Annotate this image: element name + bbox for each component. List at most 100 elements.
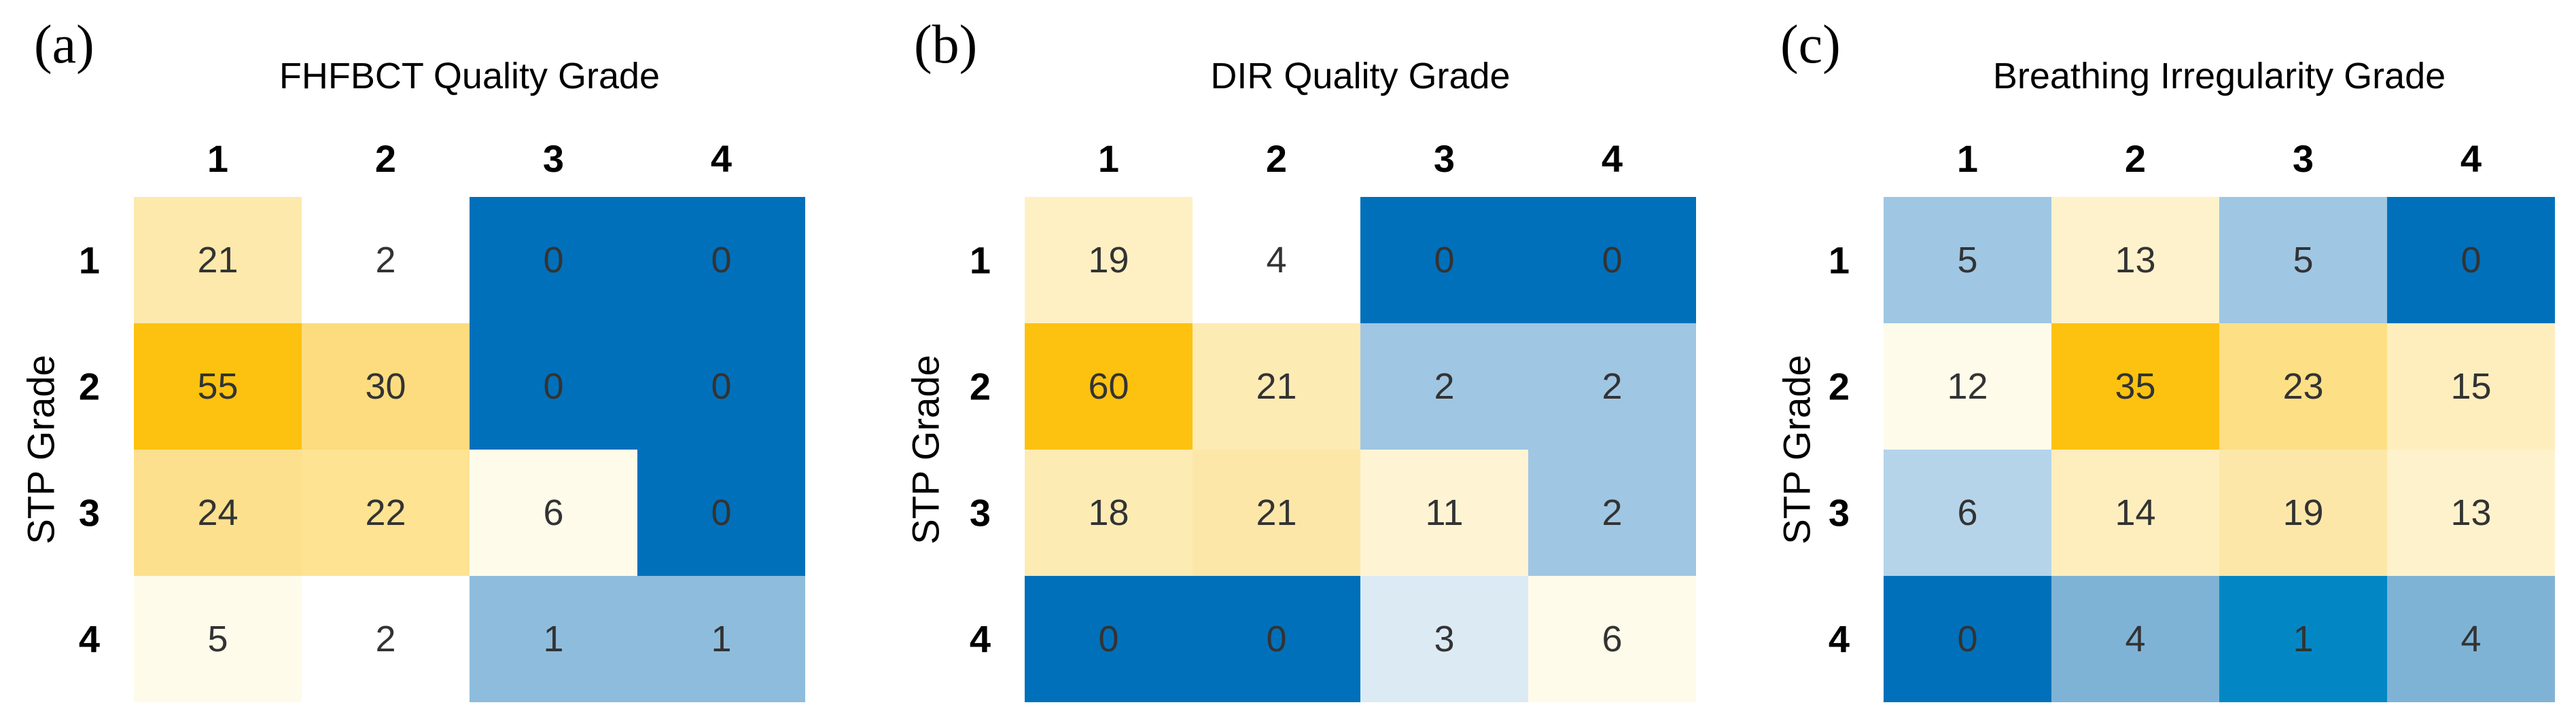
heatmap-cell bbox=[637, 450, 805, 576]
cell-value-label: 0 bbox=[1602, 240, 1622, 280]
heatmap-cell bbox=[2051, 323, 2219, 450]
heatmap-cell bbox=[1193, 576, 1360, 702]
row-tick-label: 2 bbox=[1829, 365, 1850, 408]
chart-title: DIR Quality Grade bbox=[1210, 56, 1510, 96]
row-tick-label: 4 bbox=[79, 618, 100, 661]
heatmap-cell bbox=[134, 576, 302, 702]
heatmap-cell bbox=[470, 576, 637, 702]
cell-value-label: 12 bbox=[1947, 366, 1988, 407]
row-tick-label: 3 bbox=[1829, 492, 1850, 534]
cell-value-label: 0 bbox=[711, 240, 731, 280]
cell-value-label: 1 bbox=[711, 619, 731, 659]
row-tick-label: 1 bbox=[970, 239, 991, 282]
row-tick-label: 1 bbox=[79, 239, 100, 282]
cell-value-label: 14 bbox=[2115, 492, 2155, 533]
cell-value-label: 13 bbox=[2450, 492, 2491, 533]
cell-value-label: 0 bbox=[543, 366, 563, 407]
cell-value-label: 22 bbox=[365, 492, 406, 533]
heatmap-cell bbox=[1528, 197, 1696, 323]
column-tick-label: 2 bbox=[2125, 137, 2146, 180]
heatmap-cell bbox=[637, 197, 805, 323]
heatmap-cell bbox=[1193, 197, 1360, 323]
column-tick-label: 4 bbox=[711, 137, 732, 180]
cell-value-label: 55 bbox=[197, 366, 238, 407]
row-tick-label: 4 bbox=[1829, 618, 1850, 661]
heatmap-cell bbox=[1360, 450, 1528, 576]
y-axis-label: STP Grade bbox=[1776, 354, 1818, 544]
heatmap-cell bbox=[2219, 323, 2387, 450]
cell-value-label: 5 bbox=[2293, 240, 2313, 280]
cell-value-label: 0 bbox=[1434, 240, 1454, 280]
heatmap-cell bbox=[2051, 197, 2219, 323]
cell-value-label: 30 bbox=[365, 366, 406, 407]
heatmap-cell bbox=[302, 576, 470, 702]
row-tick-label: 2 bbox=[970, 365, 991, 408]
heatmap-cell bbox=[1193, 450, 1360, 576]
cell-value-label: 5 bbox=[207, 619, 228, 659]
heatmap-cell bbox=[134, 323, 302, 450]
column-tick-label: 4 bbox=[2460, 137, 2482, 180]
heatmap-cell bbox=[1884, 576, 2051, 702]
heatmap-cell bbox=[637, 323, 805, 450]
column-tick-label: 2 bbox=[375, 137, 396, 180]
heatmap-cell bbox=[134, 197, 302, 323]
cell-value-label: 60 bbox=[1088, 366, 1129, 407]
heatmap-cell bbox=[1884, 197, 2051, 323]
column-tick-label: 3 bbox=[543, 137, 564, 180]
heatmap-cell bbox=[1193, 323, 1360, 450]
cell-value-label: 21 bbox=[1256, 366, 1296, 407]
heatmap-cell bbox=[1528, 576, 1696, 702]
heatmap-cell bbox=[470, 450, 637, 576]
panel-label: (b) bbox=[914, 15, 977, 75]
cell-value-label: 6 bbox=[543, 492, 563, 533]
heatmap-cell bbox=[134, 450, 302, 576]
row-tick-label: 2 bbox=[79, 365, 100, 408]
heatmap-cell bbox=[302, 450, 470, 576]
heatmap-cell bbox=[1528, 323, 1696, 450]
cell-value-label: 2 bbox=[1602, 366, 1622, 407]
cell-value-label: 4 bbox=[1266, 240, 1286, 280]
cell-value-label: 21 bbox=[197, 240, 238, 280]
heatmap-cell bbox=[1025, 197, 1193, 323]
heatmap-cell bbox=[1360, 323, 1528, 450]
cell-value-label: 1 bbox=[2293, 619, 2313, 659]
heatmap-cell bbox=[2387, 323, 2555, 450]
y-axis-label: STP Grade bbox=[20, 354, 63, 544]
cell-value-label: 2 bbox=[1434, 366, 1454, 407]
heatmap-cell bbox=[2219, 576, 2387, 702]
cell-value-label: 0 bbox=[711, 366, 731, 407]
heatmap-cell bbox=[2387, 197, 2555, 323]
column-tick-label: 2 bbox=[1266, 137, 1287, 180]
heatmap-cell bbox=[1360, 576, 1528, 702]
column-tick-label: 1 bbox=[1098, 137, 1119, 180]
cell-value-label: 0 bbox=[1098, 619, 1118, 659]
cell-value-label: 2 bbox=[375, 240, 395, 280]
cell-value-label: 4 bbox=[2125, 619, 2145, 659]
cell-value-label: 13 bbox=[2115, 240, 2155, 280]
cell-value-label: 0 bbox=[543, 240, 563, 280]
cell-value-label: 1 bbox=[543, 619, 563, 659]
heatmap-cell bbox=[470, 323, 637, 450]
heatmap-cell bbox=[302, 197, 470, 323]
heatmap-cell bbox=[1884, 450, 2051, 576]
row-tick-label: 4 bbox=[970, 618, 991, 661]
heatmap-cell bbox=[1025, 450, 1193, 576]
cell-value-label: 21 bbox=[1256, 492, 1296, 533]
chart-title: FHFBCT Quality Grade bbox=[279, 56, 660, 96]
cell-value-label: 18 bbox=[1088, 492, 1129, 533]
heatmap-cell bbox=[1528, 450, 1696, 576]
panel-label: (c) bbox=[1780, 15, 1841, 75]
row-tick-label: 3 bbox=[970, 492, 991, 534]
chart-title: Breathing Irregularity Grade bbox=[1993, 56, 2446, 96]
cell-value-label: 0 bbox=[1266, 619, 1286, 659]
heatmap-cell bbox=[2219, 197, 2387, 323]
heatmap-cell bbox=[2051, 576, 2219, 702]
heatmap-cell bbox=[2219, 450, 2387, 576]
column-tick-label: 3 bbox=[1434, 137, 1455, 180]
heatmap-cell bbox=[2387, 576, 2555, 702]
row-tick-label: 1 bbox=[1829, 239, 1850, 282]
row-tick-label: 3 bbox=[79, 492, 100, 534]
heatmap-cell bbox=[2387, 450, 2555, 576]
cell-value-label: 0 bbox=[2460, 240, 2481, 280]
